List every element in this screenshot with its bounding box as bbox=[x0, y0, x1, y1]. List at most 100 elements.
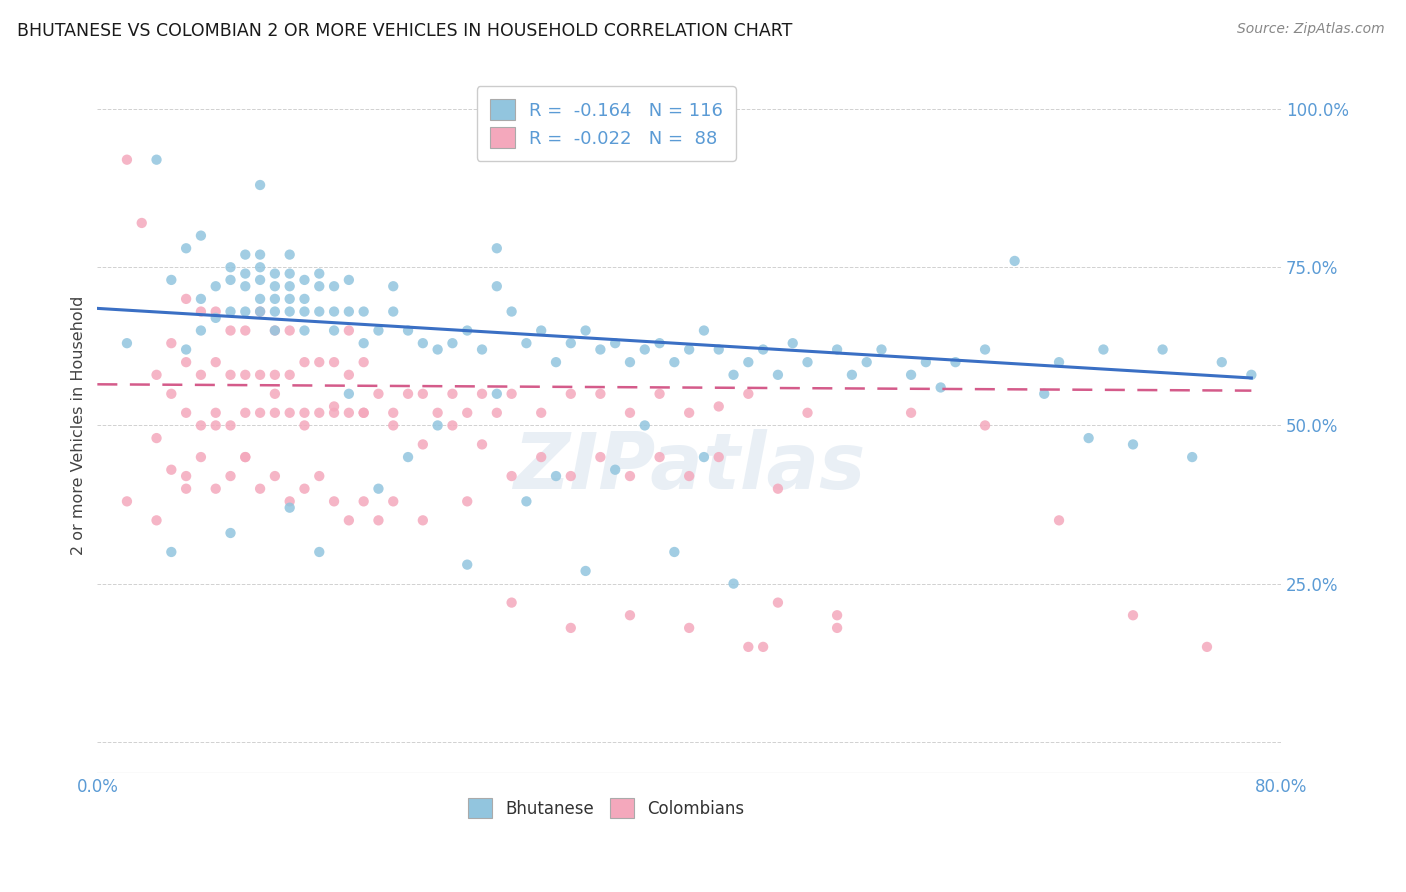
Point bbox=[294, 406, 316, 420]
Point bbox=[174, 482, 197, 496]
Point bbox=[174, 343, 197, 357]
Point bbox=[249, 273, 271, 287]
Point bbox=[294, 273, 316, 287]
Point bbox=[249, 304, 271, 318]
Point bbox=[915, 355, 938, 369]
Point bbox=[278, 500, 301, 515]
Point bbox=[974, 343, 997, 357]
Point bbox=[900, 406, 922, 420]
Point bbox=[294, 418, 316, 433]
Point bbox=[190, 450, 212, 464]
Point bbox=[264, 406, 287, 420]
Point bbox=[249, 260, 271, 275]
Point bbox=[160, 336, 183, 351]
Point bbox=[308, 545, 330, 559]
Point bbox=[664, 355, 686, 369]
Point bbox=[412, 336, 434, 351]
Point bbox=[723, 368, 745, 382]
Point bbox=[249, 304, 271, 318]
Point bbox=[382, 279, 405, 293]
Point bbox=[693, 450, 716, 464]
Point bbox=[515, 494, 537, 508]
Point bbox=[426, 418, 449, 433]
Point bbox=[560, 621, 582, 635]
Point bbox=[294, 355, 316, 369]
Point bbox=[544, 355, 567, 369]
Point bbox=[278, 406, 301, 420]
Point bbox=[294, 304, 316, 318]
Y-axis label: 2 or more Vehicles in Household: 2 or more Vehicles in Household bbox=[72, 296, 86, 555]
Point bbox=[233, 368, 256, 382]
Point bbox=[219, 324, 242, 338]
Point bbox=[337, 368, 360, 382]
Point bbox=[619, 469, 641, 483]
Point bbox=[766, 596, 789, 610]
Point bbox=[1211, 355, 1233, 369]
Point bbox=[204, 355, 226, 369]
Point bbox=[204, 310, 226, 325]
Point bbox=[233, 324, 256, 338]
Point bbox=[1047, 513, 1070, 527]
Point bbox=[249, 292, 271, 306]
Point bbox=[589, 343, 612, 357]
Point bbox=[145, 153, 167, 167]
Point bbox=[974, 418, 997, 433]
Point bbox=[278, 247, 301, 261]
Point bbox=[294, 482, 316, 496]
Point bbox=[515, 336, 537, 351]
Point bbox=[190, 228, 212, 243]
Point bbox=[855, 355, 877, 369]
Point bbox=[233, 267, 256, 281]
Point bbox=[308, 406, 330, 420]
Point bbox=[219, 260, 242, 275]
Point bbox=[353, 406, 375, 420]
Point bbox=[396, 386, 419, 401]
Point bbox=[278, 494, 301, 508]
Point bbox=[619, 406, 641, 420]
Point bbox=[233, 279, 256, 293]
Point bbox=[1152, 343, 1174, 357]
Point bbox=[353, 494, 375, 508]
Point bbox=[678, 406, 700, 420]
Point bbox=[605, 463, 627, 477]
Point bbox=[412, 513, 434, 527]
Point bbox=[634, 343, 657, 357]
Point bbox=[530, 450, 553, 464]
Point bbox=[441, 418, 464, 433]
Point bbox=[115, 336, 138, 351]
Point bbox=[219, 304, 242, 318]
Point bbox=[382, 304, 405, 318]
Point bbox=[648, 450, 671, 464]
Point bbox=[426, 343, 449, 357]
Point bbox=[752, 640, 775, 654]
Point bbox=[707, 400, 730, 414]
Point bbox=[308, 279, 330, 293]
Point bbox=[1092, 343, 1115, 357]
Point bbox=[619, 355, 641, 369]
Point bbox=[115, 153, 138, 167]
Point bbox=[501, 304, 523, 318]
Point bbox=[174, 292, 197, 306]
Point bbox=[294, 292, 316, 306]
Point bbox=[530, 324, 553, 338]
Point bbox=[233, 304, 256, 318]
Point bbox=[278, 304, 301, 318]
Point bbox=[249, 482, 271, 496]
Point bbox=[530, 406, 553, 420]
Point bbox=[294, 324, 316, 338]
Point bbox=[174, 241, 197, 255]
Point bbox=[1004, 254, 1026, 268]
Point bbox=[337, 304, 360, 318]
Point bbox=[115, 494, 138, 508]
Point bbox=[264, 304, 287, 318]
Point bbox=[233, 406, 256, 420]
Point bbox=[382, 406, 405, 420]
Point bbox=[456, 324, 478, 338]
Point bbox=[648, 336, 671, 351]
Point bbox=[560, 386, 582, 401]
Point bbox=[308, 304, 330, 318]
Point bbox=[634, 418, 657, 433]
Point bbox=[174, 469, 197, 483]
Point bbox=[841, 368, 863, 382]
Point bbox=[664, 545, 686, 559]
